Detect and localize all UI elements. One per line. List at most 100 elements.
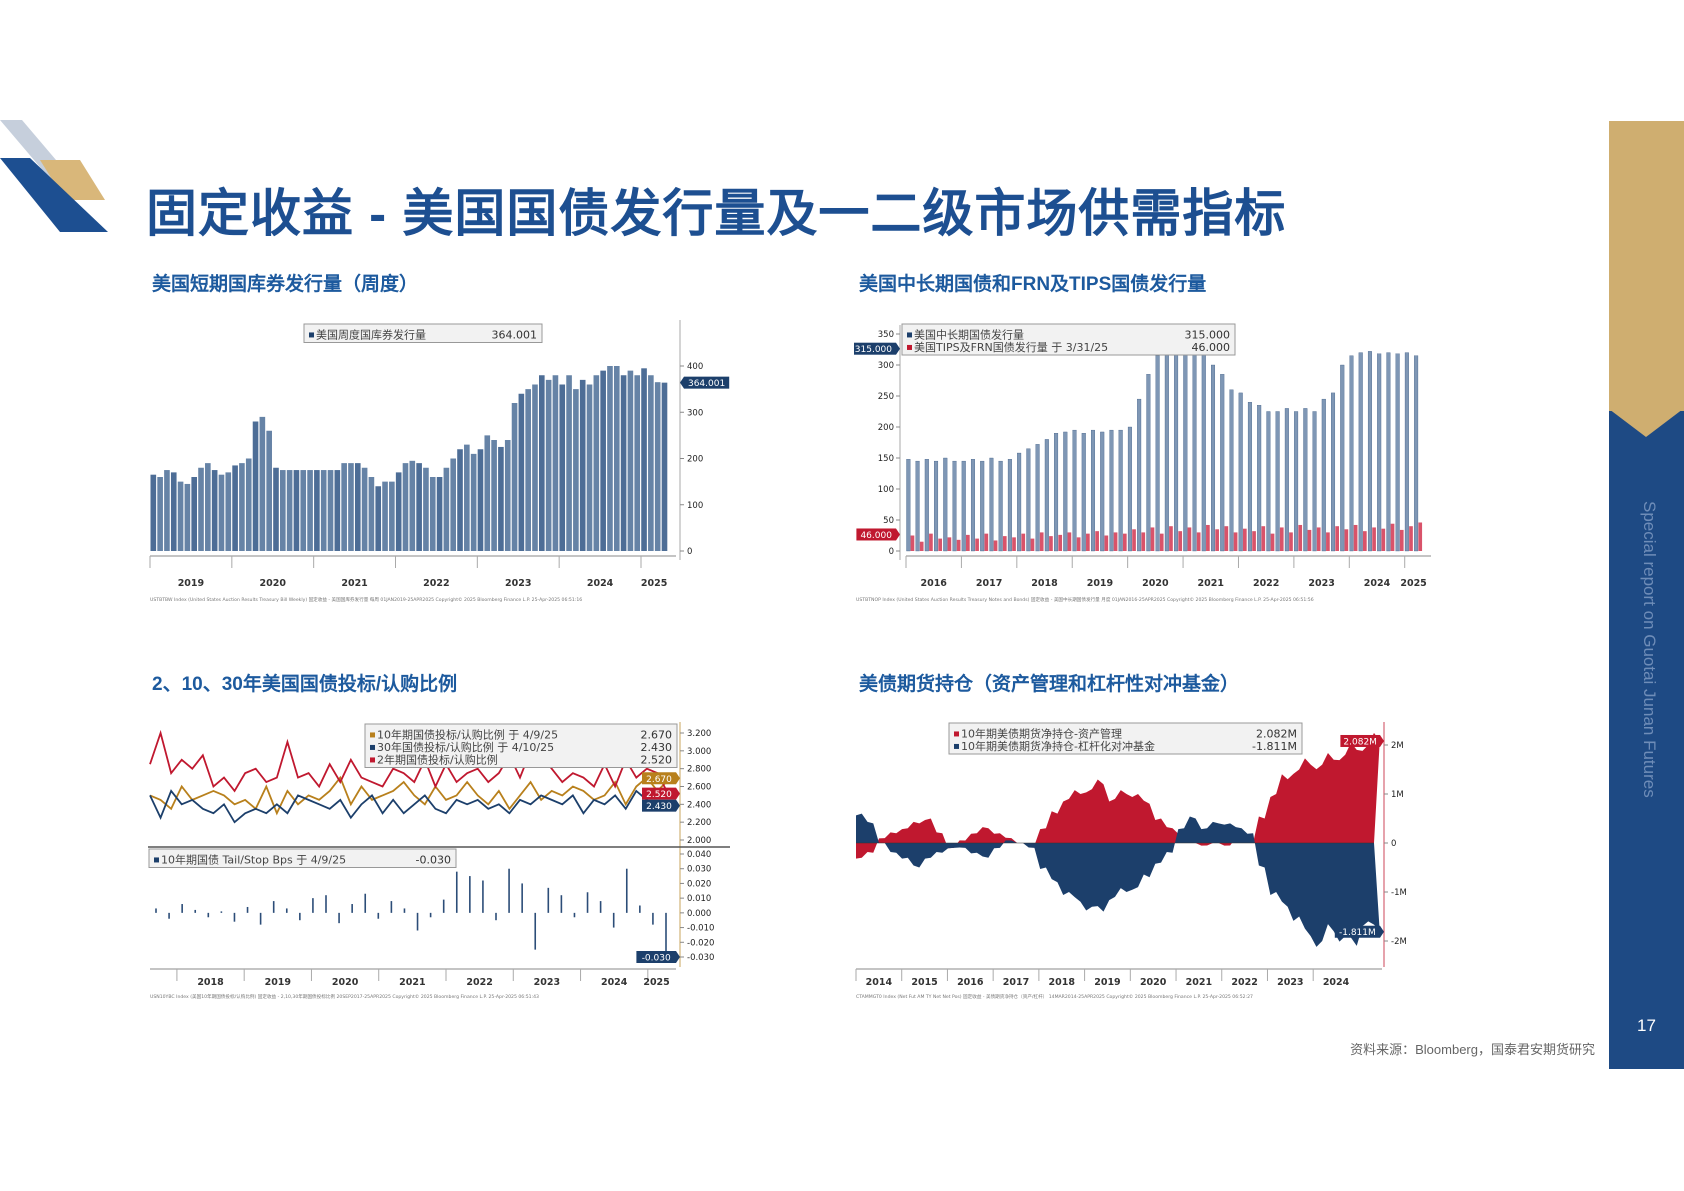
x-tick-label: 2024 bbox=[601, 977, 628, 988]
page-title: 固定收益 - 美国国债发行量及一二级市场供需指标 bbox=[146, 185, 1287, 242]
y-tick-label: 200 bbox=[878, 423, 894, 433]
bar bbox=[416, 463, 422, 551]
y-tick-label: 3.200 bbox=[687, 729, 711, 739]
bar-notes bbox=[1183, 346, 1188, 552]
x-tick-label: 2023 bbox=[534, 977, 560, 988]
bar bbox=[184, 483, 191, 551]
y-tick-label: 150 bbox=[878, 454, 894, 464]
x-tick-label: 2018 bbox=[1049, 977, 1076, 988]
bar-tips-frn bbox=[1095, 531, 1099, 551]
bar-tips-frn bbox=[1316, 527, 1321, 551]
y-tick-label: 2.800 bbox=[687, 765, 711, 775]
bar bbox=[375, 486, 382, 551]
value-tag-pointer bbox=[676, 951, 680, 963]
legend-label: 美国中长期国债发行量 bbox=[914, 328, 1024, 342]
bar bbox=[436, 477, 443, 551]
value-tag bbox=[856, 528, 896, 541]
y-tick-label: 2.600 bbox=[687, 783, 711, 793]
bar-tips-frn bbox=[1076, 537, 1081, 551]
legend-swatch bbox=[954, 743, 959, 749]
bar-notes bbox=[1035, 444, 1040, 552]
bar bbox=[395, 472, 402, 551]
bar-notes bbox=[1054, 433, 1059, 552]
bar-notes bbox=[1414, 355, 1419, 552]
bar-notes bbox=[1377, 353, 1382, 552]
bar bbox=[552, 375, 559, 551]
sidebar-report-text: Special report on Guotai Junan Futures bbox=[1640, 501, 1659, 798]
value-tag-pointer bbox=[676, 787, 680, 800]
y-tick-label: 250 bbox=[878, 392, 894, 402]
bar-tips-frn bbox=[1279, 527, 1284, 551]
bar-notes bbox=[1312, 411, 1317, 552]
legend-swatch bbox=[370, 744, 375, 750]
bar bbox=[457, 449, 463, 551]
bar-tips-frn bbox=[1381, 528, 1386, 551]
legend-box bbox=[364, 723, 678, 768]
bar bbox=[239, 463, 245, 551]
bar-notes bbox=[1174, 347, 1179, 552]
bar-tips-frn bbox=[1270, 533, 1275, 551]
bar-tips-frn bbox=[1372, 527, 1376, 551]
legend-box bbox=[948, 722, 1303, 755]
bar-notes bbox=[952, 460, 957, 552]
legend-swatch bbox=[370, 732, 375, 738]
bar-tips-frn bbox=[929, 533, 933, 551]
chart-footnote: USTBTBW Index (United States Auction Res… bbox=[150, 596, 582, 603]
tbill-issuance-chart: 0 100 200 300 400 364.001 美国周度国库券发行量 364.001 201… bbox=[148, 320, 730, 604]
bar-tips-frn bbox=[1159, 533, 1164, 551]
chart-footnote: CTAMMGT0 Index (Net Fut AM TY Net Net Po… bbox=[856, 993, 1253, 1000]
legend-value: 2.670 bbox=[641, 729, 673, 742]
x-tick-label: 2025 bbox=[643, 977, 669, 988]
legend-label: 美国TIPS及FRN国债发行量 于 3/31/25 bbox=[914, 340, 1108, 354]
bar bbox=[198, 467, 204, 551]
y-tick-label: -0.030 bbox=[687, 953, 714, 963]
legend-swatch bbox=[907, 344, 912, 350]
bar bbox=[532, 384, 538, 551]
bar-tips-frn bbox=[1215, 529, 1219, 551]
bar-notes bbox=[1127, 426, 1132, 552]
bar-tips-frn bbox=[919, 541, 924, 551]
x-tick-label: 2024 bbox=[1323, 977, 1350, 988]
bar-tips-frn bbox=[1012, 537, 1016, 551]
legend-swatch bbox=[370, 757, 375, 763]
bar-tips-frn bbox=[938, 538, 943, 551]
x-tick-label: 2023 bbox=[1277, 977, 1303, 988]
bar bbox=[205, 463, 211, 551]
x-tick-label: 2023 bbox=[505, 578, 531, 589]
legend-box bbox=[148, 848, 457, 868]
bar bbox=[266, 430, 272, 551]
area-series bbox=[856, 813, 1380, 947]
legend-value: 46.000 bbox=[1192, 341, 1231, 354]
bar bbox=[641, 368, 647, 551]
bar-tips-frn bbox=[1390, 523, 1395, 551]
value-tag bbox=[642, 787, 676, 800]
bar-tips-frn bbox=[984, 533, 989, 551]
value-tag bbox=[854, 342, 896, 355]
bar bbox=[525, 389, 531, 551]
bar bbox=[654, 382, 661, 551]
y-tick-label: 0 bbox=[687, 547, 692, 557]
bar bbox=[620, 375, 627, 551]
y-tick-label: 350 bbox=[878, 330, 894, 340]
bar-notes bbox=[1072, 429, 1077, 552]
bar bbox=[354, 463, 361, 551]
bar-notes bbox=[1081, 433, 1086, 552]
bar bbox=[327, 470, 334, 551]
bar-tips-frn bbox=[910, 535, 915, 551]
bar bbox=[252, 421, 259, 551]
bar bbox=[607, 366, 613, 551]
y-tick-label: 0.030 bbox=[687, 865, 711, 875]
bar-tips-frn bbox=[975, 538, 979, 551]
bar bbox=[559, 384, 566, 551]
bar-tips-frn bbox=[1353, 524, 1358, 551]
bar-tips-frn bbox=[1030, 538, 1035, 551]
bar bbox=[211, 470, 218, 551]
bar-notes bbox=[934, 460, 939, 552]
bar bbox=[600, 370, 606, 551]
bar-tips-frn bbox=[1252, 531, 1256, 551]
bar bbox=[218, 474, 225, 551]
bar-tips-frn bbox=[1409, 526, 1413, 551]
y-tick-label: 50 bbox=[883, 516, 894, 526]
y-tick-label: 300 bbox=[687, 408, 703, 418]
bar-tips-frn bbox=[1206, 524, 1210, 551]
